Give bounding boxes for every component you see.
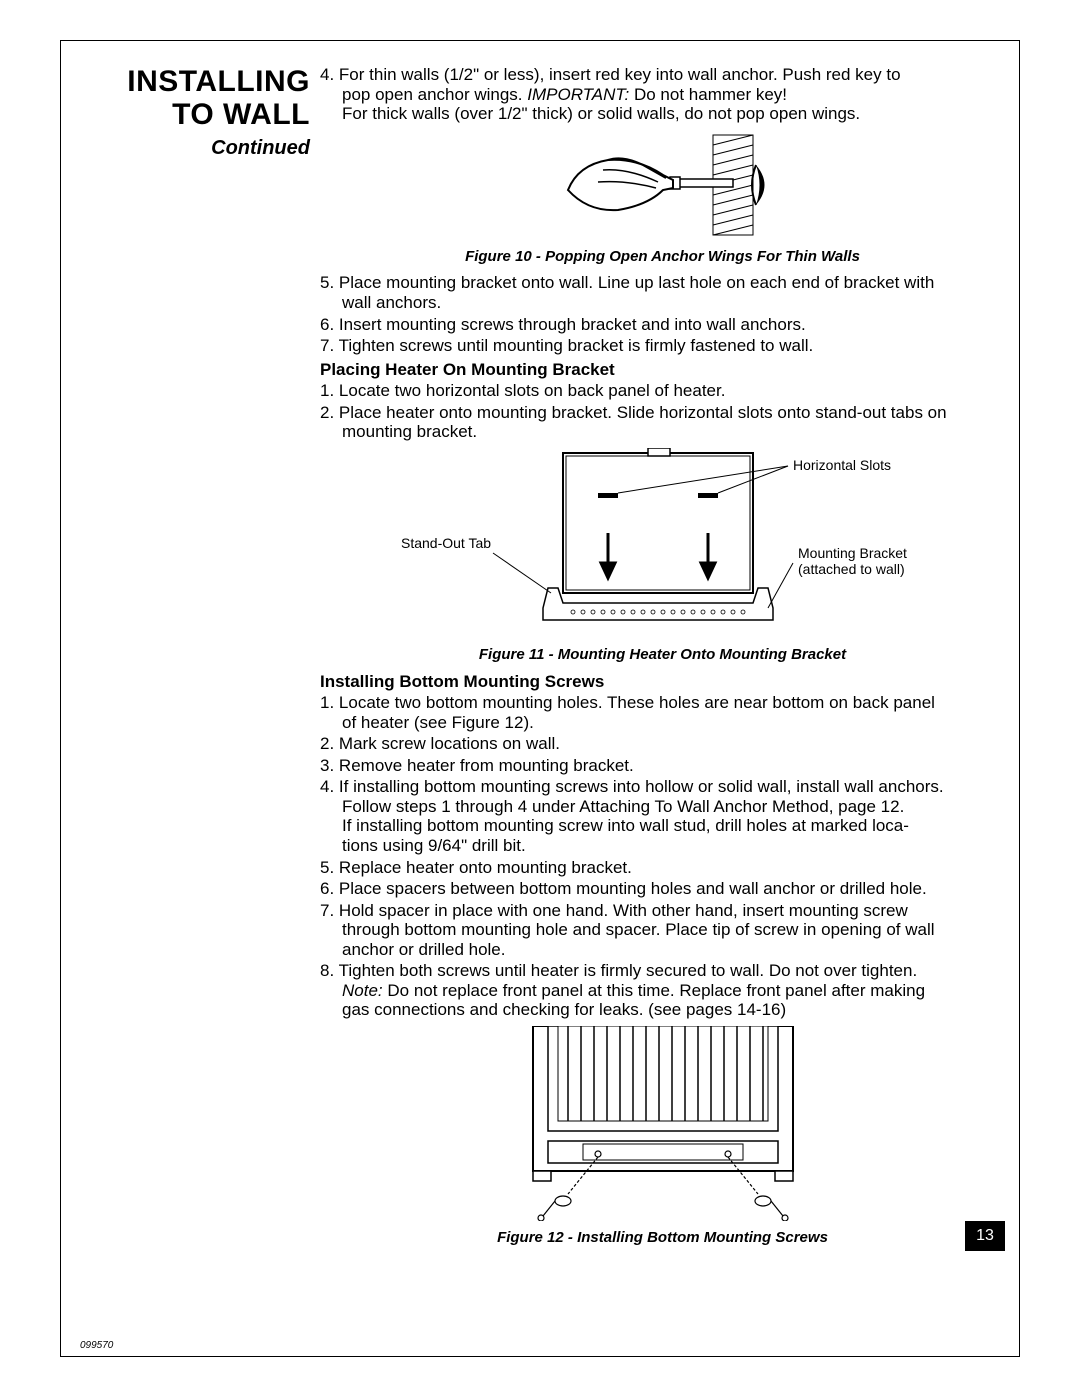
step-d7: 7. Hold spacer in place with one hand. W… bbox=[320, 901, 1005, 960]
fig11-svg: Horizontal Slots Stand-Out Tab bbox=[383, 448, 943, 638]
step-7: 7. Tighten screws until mounting bracket… bbox=[320, 336, 1005, 356]
step-text: of heater (see Figure 12). bbox=[320, 713, 1005, 733]
figure-12 bbox=[320, 1026, 1005, 1226]
step-num: 1. bbox=[320, 693, 334, 712]
step-5: 5. Place mounting bracket onto wall. Lin… bbox=[320, 273, 1005, 312]
step-text: Place heater onto mounting bracket. Slid… bbox=[339, 403, 947, 422]
step-num: 4. bbox=[320, 777, 334, 796]
main-content: 4. For thin walls (1/2" or less), insert… bbox=[320, 65, 1005, 1247]
label-slots: Horizontal Slots bbox=[793, 457, 891, 473]
fig10-svg bbox=[548, 130, 778, 240]
note-label: Note: bbox=[342, 981, 383, 1000]
step-text: If installing bottom mounting screws int… bbox=[339, 777, 944, 796]
fig12-caption: Figure 12 - Installing Bottom Mounting S… bbox=[497, 1229, 828, 1246]
continued-label: Continued bbox=[100, 137, 310, 160]
footer-code: 099570 bbox=[80, 1340, 113, 1351]
step-text: Do not replace front panel at this time.… bbox=[383, 981, 925, 1000]
label-bracket-l1: Mounting Bracket bbox=[798, 545, 907, 561]
step-6: 6. Insert mounting screws through bracke… bbox=[320, 315, 1005, 335]
fig12-caption-row: Figure 12 - Installing Bottom Mounting S… bbox=[320, 1227, 1005, 1247]
step-num: 4. bbox=[320, 65, 334, 84]
step-num: 8. bbox=[320, 961, 334, 980]
step-text: Locate two horizontal slots on back pane… bbox=[339, 381, 726, 400]
step-c2: 2. Place heater onto mounting bracket. S… bbox=[320, 403, 1005, 442]
step-num: 7. bbox=[320, 901, 334, 920]
step-text: through bottom mounting hole and spacer.… bbox=[342, 920, 935, 939]
step-text: Attaching To Wall Anchor Method bbox=[579, 797, 828, 816]
step-d4: 4. If installing bottom mounting screws … bbox=[320, 777, 1005, 855]
step-text: anchor or drilled hole. bbox=[342, 940, 505, 959]
step-4: 4. For thin walls (1/2" or less), insert… bbox=[320, 65, 1005, 124]
figure-11: Horizontal Slots Stand-Out Tab bbox=[320, 448, 1005, 643]
step-text: Replace heater onto mounting bracket. bbox=[339, 858, 632, 877]
step-text: gas connections and checking for leaks. … bbox=[342, 1000, 786, 1019]
subhead-placing: Placing Heater On Mounting Bracket bbox=[320, 360, 1005, 380]
step-text: , page 12. bbox=[829, 797, 905, 816]
step-text: Remove heater from mounting bracket. bbox=[339, 756, 634, 775]
step-text: Hold spacer in place with one hand. With… bbox=[339, 901, 908, 920]
step-num: 6. bbox=[320, 315, 334, 334]
step-text: Place mounting bracket onto wall. Line u… bbox=[339, 273, 934, 292]
step-num: 6. bbox=[320, 879, 334, 898]
step-d8: 8. Tighten both screws until heater is f… bbox=[320, 961, 1005, 1020]
step-text: Mark screw locations on wall. bbox=[339, 734, 560, 753]
step-text: Insert mounting screws through bracket a… bbox=[339, 315, 806, 334]
important-label: IMPORTANT: bbox=[527, 85, 629, 104]
step-text: Follow steps 1 through 4 under bbox=[342, 797, 579, 816]
step-text: wall anchors. bbox=[320, 293, 1005, 313]
step-d3: 3. Remove heater from mounting bracket. bbox=[320, 756, 1005, 776]
step-text: Tighten screws until mounting bracket is… bbox=[339, 336, 814, 355]
step-text: pop open anchor wings. bbox=[342, 85, 527, 104]
step-d2: 2. Mark screw locations on wall. bbox=[320, 734, 1005, 754]
step-num: 5. bbox=[320, 858, 334, 877]
fig10-caption: Figure 10 - Popping Open Anchor Wings Fo… bbox=[320, 248, 1005, 265]
sidebar: INSTALLING TO WALL Continued bbox=[100, 65, 310, 160]
page-number: 13 bbox=[965, 1221, 1005, 1251]
section-title-l2: TO WALL bbox=[100, 98, 310, 131]
fig11-caption: Figure 11 - Mounting Heater Onto Mountin… bbox=[320, 646, 1005, 663]
step-text: Tighten both screws until heater is firm… bbox=[339, 961, 918, 980]
label-tab: Stand-Out Tab bbox=[401, 535, 491, 551]
subhead-bottom-screws: Installing Bottom Mounting Screws bbox=[320, 672, 1005, 692]
step-text: mounting bracket. bbox=[320, 422, 1005, 442]
step-num: 7. bbox=[320, 336, 334, 355]
step-num: 5. bbox=[320, 273, 334, 292]
step-text: Place spacers between bottom mounting ho… bbox=[339, 879, 927, 898]
step-text: Do not hammer key! bbox=[629, 85, 787, 104]
step-text: If installing bottom mounting screw into… bbox=[342, 816, 909, 835]
step-c1: 1. Locate two horizontal slots on back p… bbox=[320, 381, 1005, 401]
label-bracket-l2: (attached to wall) bbox=[798, 561, 905, 577]
step-num: 3. bbox=[320, 756, 334, 775]
step-text: For thick walls (over 1/2" thick) or sol… bbox=[342, 104, 860, 123]
step-text: Locate two bottom mounting holes. These … bbox=[339, 693, 935, 712]
step-text: tions using 9/64" drill bit. bbox=[342, 836, 526, 855]
step-d6: 6. Place spacers between bottom mounting… bbox=[320, 879, 1005, 899]
step-num: 2. bbox=[320, 734, 334, 753]
step-text: For thin walls (1/2" or less), insert re… bbox=[339, 65, 901, 84]
fig12-svg bbox=[493, 1026, 833, 1221]
step-d5: 5. Replace heater onto mounting bracket. bbox=[320, 858, 1005, 878]
step-num: 1. bbox=[320, 381, 334, 400]
figure-10 bbox=[320, 130, 1005, 245]
step-num: 2. bbox=[320, 403, 334, 422]
section-title-l1: INSTALLING bbox=[100, 65, 310, 98]
step-d1: 1. Locate two bottom mounting holes. The… bbox=[320, 693, 1005, 732]
